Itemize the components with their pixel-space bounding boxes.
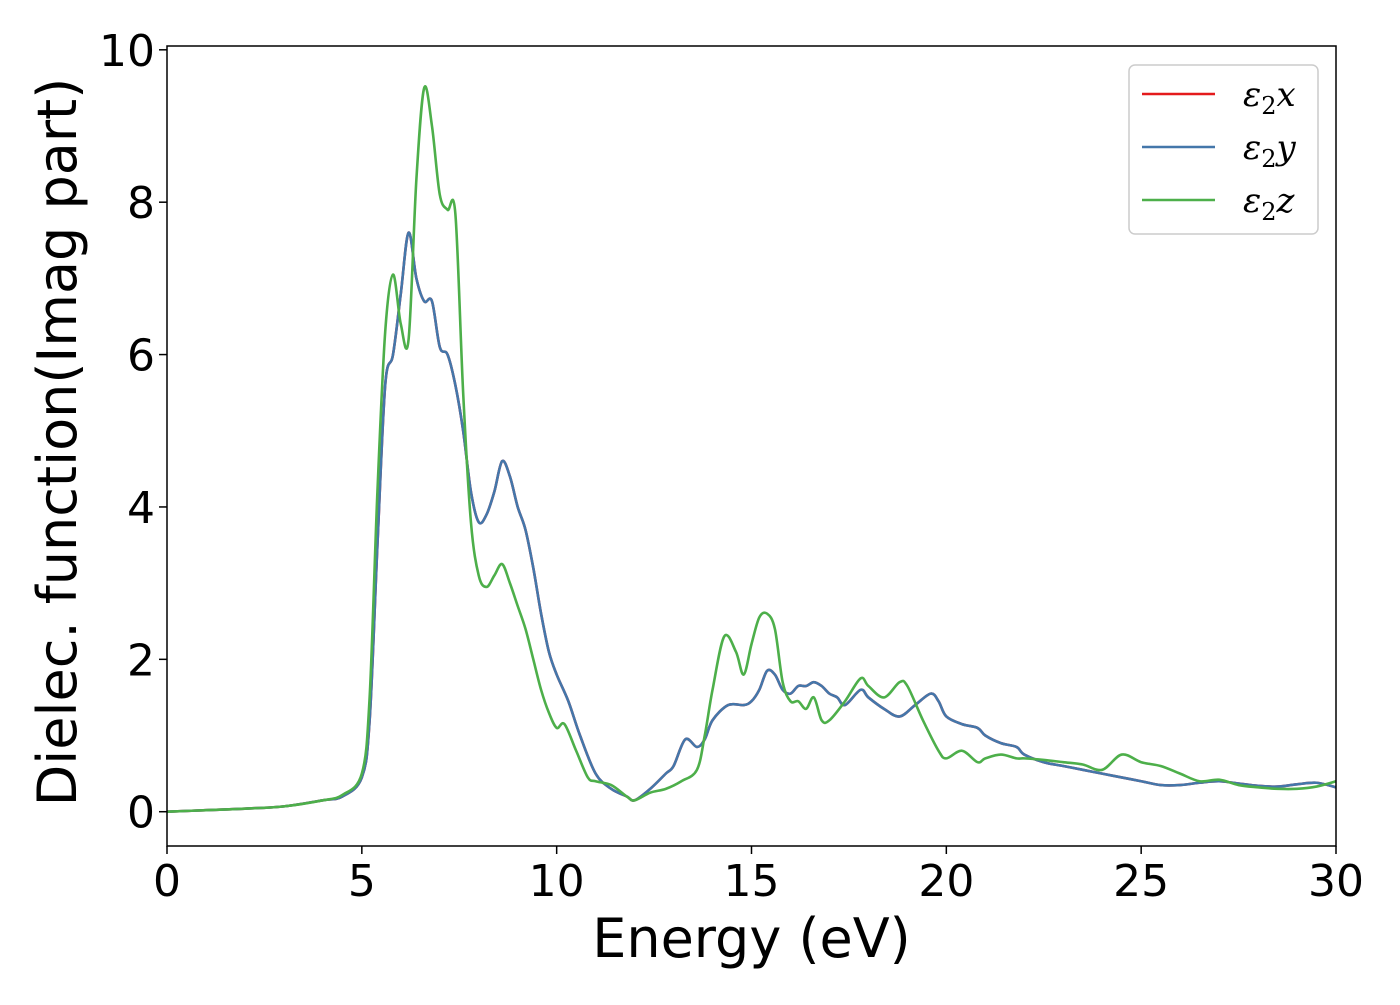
legend-label-axis: y (1275, 128, 1297, 168)
legend-entry-x: ε2x (1142, 75, 1296, 120)
legend-label-axis: x (1277, 75, 1296, 115)
legend-entry-z: ε2z (1142, 181, 1296, 226)
y-tick-label: 8 (127, 178, 155, 229)
legend-label: ε2x (1243, 75, 1296, 120)
x-tick-label: 20 (918, 856, 974, 907)
legend-label-subscript: 2 (1261, 198, 1276, 226)
legend-label: ε2y (1243, 128, 1297, 173)
legend-label-symbol: ε (1243, 128, 1261, 168)
series-line-y (167, 231, 1336, 814)
series-line-z (167, 84, 1336, 814)
y-tick-label: 0 (127, 788, 155, 839)
y-tick-label: 10 (99, 26, 155, 77)
legend-entry-y: ε2y (1142, 128, 1297, 173)
y-axis-label: Dielec. function(Imag part) (26, 78, 89, 807)
legend-label-axis: z (1276, 181, 1296, 221)
legend-label: ε2z (1243, 181, 1296, 226)
y-axis-ticks: 0 2 4 6 8 10 (99, 26, 167, 839)
legend-label-symbol: ε (1243, 181, 1261, 221)
y-tick-label: 2 (127, 635, 155, 686)
series-line-x (167, 231, 1336, 814)
legend-label-subscript: 2 (1261, 92, 1276, 120)
x-tick-label: 30 (1308, 856, 1364, 907)
y-tick-label: 6 (127, 331, 155, 382)
x-tick-label: 15 (724, 856, 780, 907)
x-tick-label: 10 (529, 856, 585, 907)
legend-label-symbol: ε (1243, 75, 1261, 115)
legend-label-subscript: 2 (1261, 145, 1276, 173)
x-tick-label: 25 (1113, 856, 1169, 907)
legend-box (1128, 64, 1319, 235)
y-tick-label: 4 (127, 483, 155, 534)
series-layer (167, 84, 1336, 814)
x-axis-ticks: 0 5 10 15 20 25 30 (153, 846, 1364, 907)
x-axis-label: Energy (eV) (592, 907, 911, 970)
x-tick-label: 5 (348, 856, 376, 907)
x-tick-label: 0 (153, 856, 181, 907)
